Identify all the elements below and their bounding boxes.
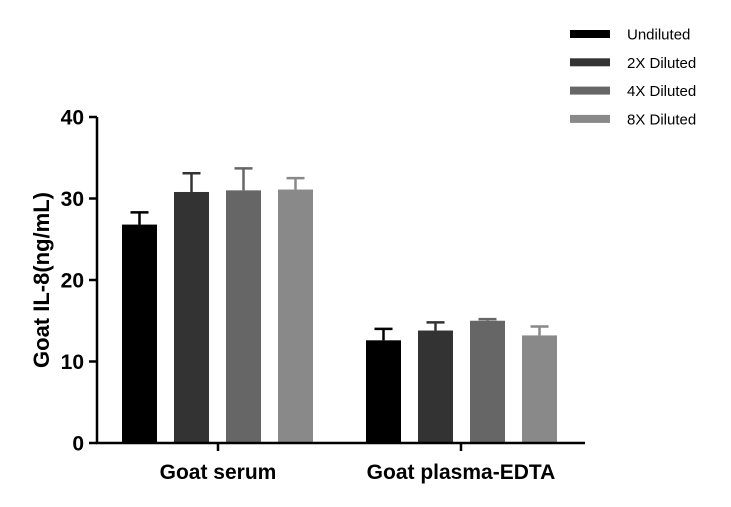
legend-item: 4X Diluted [570, 83, 696, 100]
error-bar-0-3 [286, 176, 305, 190]
y-tick-label: 40 [61, 107, 84, 130]
x-ticks-group: Goat serum Goat plasma-EDTA [160, 443, 556, 484]
legend-swatch [570, 58, 610, 67]
bar-1-1 [418, 330, 453, 443]
bar-0-2 [226, 190, 261, 443]
bar-0-3 [278, 189, 313, 443]
bar-1-2 [470, 320, 505, 443]
legend-label: Undiluted [627, 27, 690, 44]
error-bars-group [130, 167, 549, 341]
error-bar-1-0 [374, 327, 393, 341]
error-bar-0-2 [234, 167, 253, 191]
legend-label: 2X Diluted [627, 55, 696, 72]
legend-label: 4X Diluted [627, 83, 696, 100]
x-category-label: Goat serum [160, 461, 277, 484]
y-tick-label: 0 [72, 433, 84, 456]
bar-1-3 [522, 335, 557, 443]
y-tick-label: 20 [61, 270, 84, 293]
legend-swatch [570, 86, 610, 95]
error-bar-1-3 [530, 325, 549, 336]
legend-swatch [570, 114, 610, 123]
legend: Undiluted 2X Diluted 4X Diluted 8X Diluted [570, 27, 696, 128]
bar-0-0 [122, 224, 157, 443]
legend-item: 8X Diluted [570, 111, 696, 128]
y-axis-title: Goat IL-8(ng/mL) [29, 192, 54, 368]
bar-1-0 [366, 340, 401, 443]
bars-group [122, 189, 557, 443]
error-bar-1-2 [478, 317, 497, 321]
legend-item: 2X Diluted [570, 55, 696, 72]
error-bar-1-1 [426, 321, 445, 331]
error-bar-0-0 [130, 211, 149, 225]
legend-label: 8X Diluted [627, 111, 696, 128]
axes-group [95, 117, 585, 445]
error-bar-0-1 [182, 171, 201, 192]
bar-0-1 [174, 191, 209, 443]
y-tick-label: 30 [61, 188, 84, 211]
legend-item: Undiluted [570, 27, 690, 44]
legend-swatch [570, 30, 610, 38]
y-tick-label: 10 [61, 351, 84, 374]
x-category-label: Goat plasma-EDTA [367, 461, 556, 484]
y-ticks-group: 0 10 20 30 40 [61, 107, 97, 456]
